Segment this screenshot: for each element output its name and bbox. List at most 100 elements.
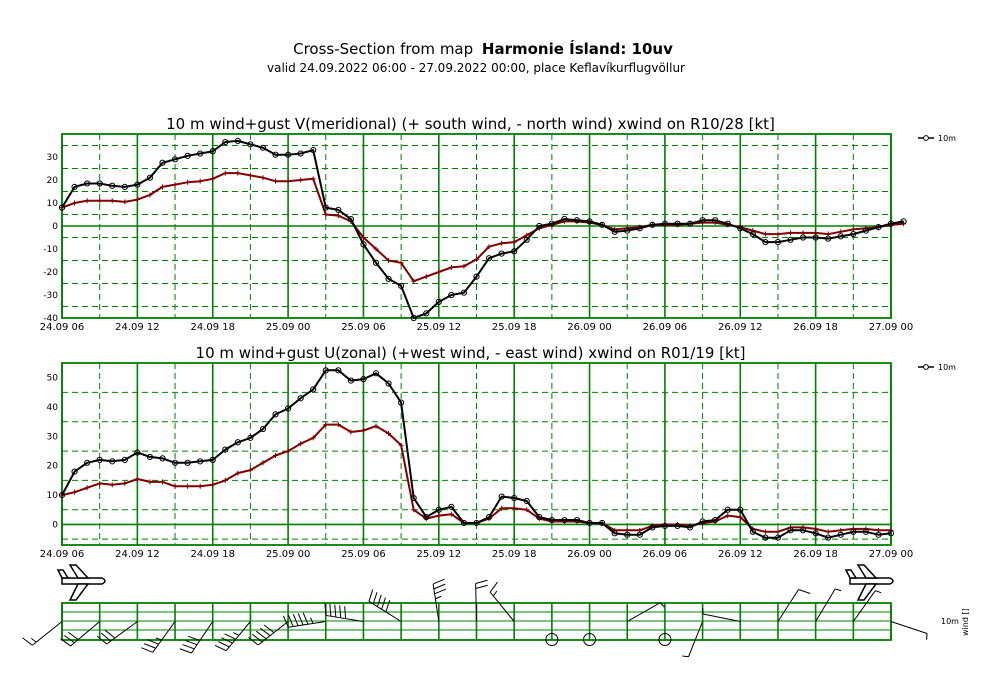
gust-data-point bbox=[84, 485, 90, 491]
wind-data-point bbox=[498, 250, 505, 257]
gust-data-point bbox=[411, 278, 417, 284]
gust-data-point bbox=[210, 482, 216, 488]
wind-barb-feather bbox=[287, 614, 294, 627]
legend-label: 10m bbox=[938, 134, 956, 143]
wind-data-point bbox=[385, 380, 392, 387]
chart-title: 10 m wind+gust V(meridional) (+ south wi… bbox=[166, 115, 775, 133]
gust-data-point bbox=[147, 192, 153, 198]
wind-data-point bbox=[699, 217, 706, 224]
gust-data-point bbox=[97, 198, 103, 204]
wind-data-point bbox=[762, 534, 769, 541]
wind-barb-feather bbox=[31, 637, 37, 643]
wind-data-point bbox=[134, 449, 141, 456]
wind-data-point bbox=[762, 239, 769, 246]
x-tick-label: 24.09 18 bbox=[190, 549, 235, 560]
wind-data-point bbox=[297, 395, 304, 402]
figure-title-prefix: Cross-Section from map bbox=[293, 40, 473, 58]
wind-data-point bbox=[511, 248, 518, 255]
wind-barb-feather bbox=[96, 635, 108, 645]
meridional-wind-chart: 10 m wind+gust V(meridional) (+ south wi… bbox=[40, 115, 956, 333]
wind-data-point bbox=[862, 528, 869, 535]
wind-data-point bbox=[197, 458, 204, 465]
wind-barb-feather bbox=[297, 613, 304, 626]
wind-data-point bbox=[372, 370, 380, 377]
gust-data-point bbox=[386, 430, 392, 436]
x-tick-label: 25.09 18 bbox=[492, 322, 537, 333]
wind-data-point bbox=[121, 183, 128, 190]
legend-marker bbox=[923, 364, 929, 370]
x-tick-label: 26.09 12 bbox=[718, 322, 763, 333]
gust-data-point bbox=[122, 480, 128, 486]
gust-data-point bbox=[511, 505, 517, 511]
gust-data-point bbox=[788, 230, 794, 236]
wind-data-point bbox=[611, 228, 618, 235]
wind-data-point bbox=[624, 227, 631, 234]
x-tick-label: 26.09 00 bbox=[567, 549, 612, 560]
wind-data-point bbox=[184, 459, 191, 466]
wind-barb bbox=[288, 621, 326, 628]
gust-series-line bbox=[61, 172, 904, 283]
wind-data-point bbox=[686, 524, 694, 531]
wind-barb-feather bbox=[233, 632, 240, 636]
gust-data-point bbox=[423, 274, 429, 280]
gust-data-point bbox=[737, 514, 743, 520]
gust-data-point bbox=[436, 269, 442, 275]
wind-barb-feather bbox=[60, 638, 71, 647]
gust-data-point bbox=[398, 442, 404, 448]
x-tick-label: 25.09 00 bbox=[266, 549, 311, 560]
wind-data-point bbox=[398, 399, 405, 406]
wind-data-point bbox=[423, 514, 430, 521]
gust-data-point bbox=[486, 244, 492, 250]
figure-subtitle: valid 24.09.2022 06:00 - 27.09.2022 00:0… bbox=[267, 61, 685, 75]
x-tick-label: 26.09 06 bbox=[643, 322, 688, 333]
wind-data-point bbox=[71, 183, 78, 190]
wind-barb-strip bbox=[22, 578, 928, 658]
gust-data-point bbox=[197, 483, 203, 489]
gust-data-point bbox=[762, 529, 768, 535]
wind-data-point bbox=[573, 516, 581, 524]
gust-data-point bbox=[197, 178, 203, 184]
wind-data-point bbox=[875, 224, 882, 231]
wind-barb bbox=[890, 621, 928, 634]
wind-barb-feather bbox=[155, 637, 162, 641]
wind-barb-feather bbox=[385, 600, 391, 613]
wind-data-point bbox=[674, 220, 681, 227]
wind-data-point bbox=[636, 225, 643, 232]
wind-barb-feather bbox=[146, 639, 159, 645]
gust-data-point bbox=[448, 264, 454, 270]
wind-barb-feather bbox=[492, 590, 498, 597]
wind-barb-feather bbox=[489, 581, 498, 593]
wind-barb bbox=[70, 621, 101, 647]
wind-barb-feather bbox=[182, 644, 195, 650]
wind-data-point bbox=[737, 225, 744, 232]
wind-data-point bbox=[900, 218, 907, 225]
wind-barb bbox=[777, 589, 799, 622]
gust-data-point bbox=[122, 199, 128, 205]
gust-data-point bbox=[373, 423, 379, 429]
wind-data-point bbox=[787, 236, 794, 243]
gust-data-point bbox=[386, 258, 392, 263]
wind-data-point bbox=[887, 220, 895, 227]
wind-data-point bbox=[724, 506, 731, 513]
gust-data-point bbox=[185, 179, 191, 185]
barb-row-label: 10m bbox=[941, 617, 959, 626]
wind-barb-feather bbox=[259, 627, 271, 637]
wind-barb-feather bbox=[100, 632, 112, 642]
wind-barb-feather bbox=[179, 648, 192, 654]
wind-data-point bbox=[234, 439, 241, 446]
wind-data-point bbox=[398, 282, 405, 289]
wind-barb bbox=[852, 590, 876, 622]
wind-barb-feather bbox=[302, 612, 309, 625]
gust-data-point bbox=[762, 231, 768, 237]
gust-data-point bbox=[222, 170, 228, 176]
gust-data-point bbox=[499, 240, 505, 246]
y-tick-label: -40 bbox=[43, 314, 58, 324]
wind-data-point bbox=[599, 221, 606, 228]
gust-data-point bbox=[775, 529, 781, 535]
x-tick-label: 24.09 18 bbox=[190, 322, 235, 333]
wind-barb-feather bbox=[798, 589, 811, 594]
wind-data-point bbox=[360, 376, 367, 383]
wind-barb bbox=[32, 621, 63, 646]
wind-data-point bbox=[410, 314, 417, 322]
